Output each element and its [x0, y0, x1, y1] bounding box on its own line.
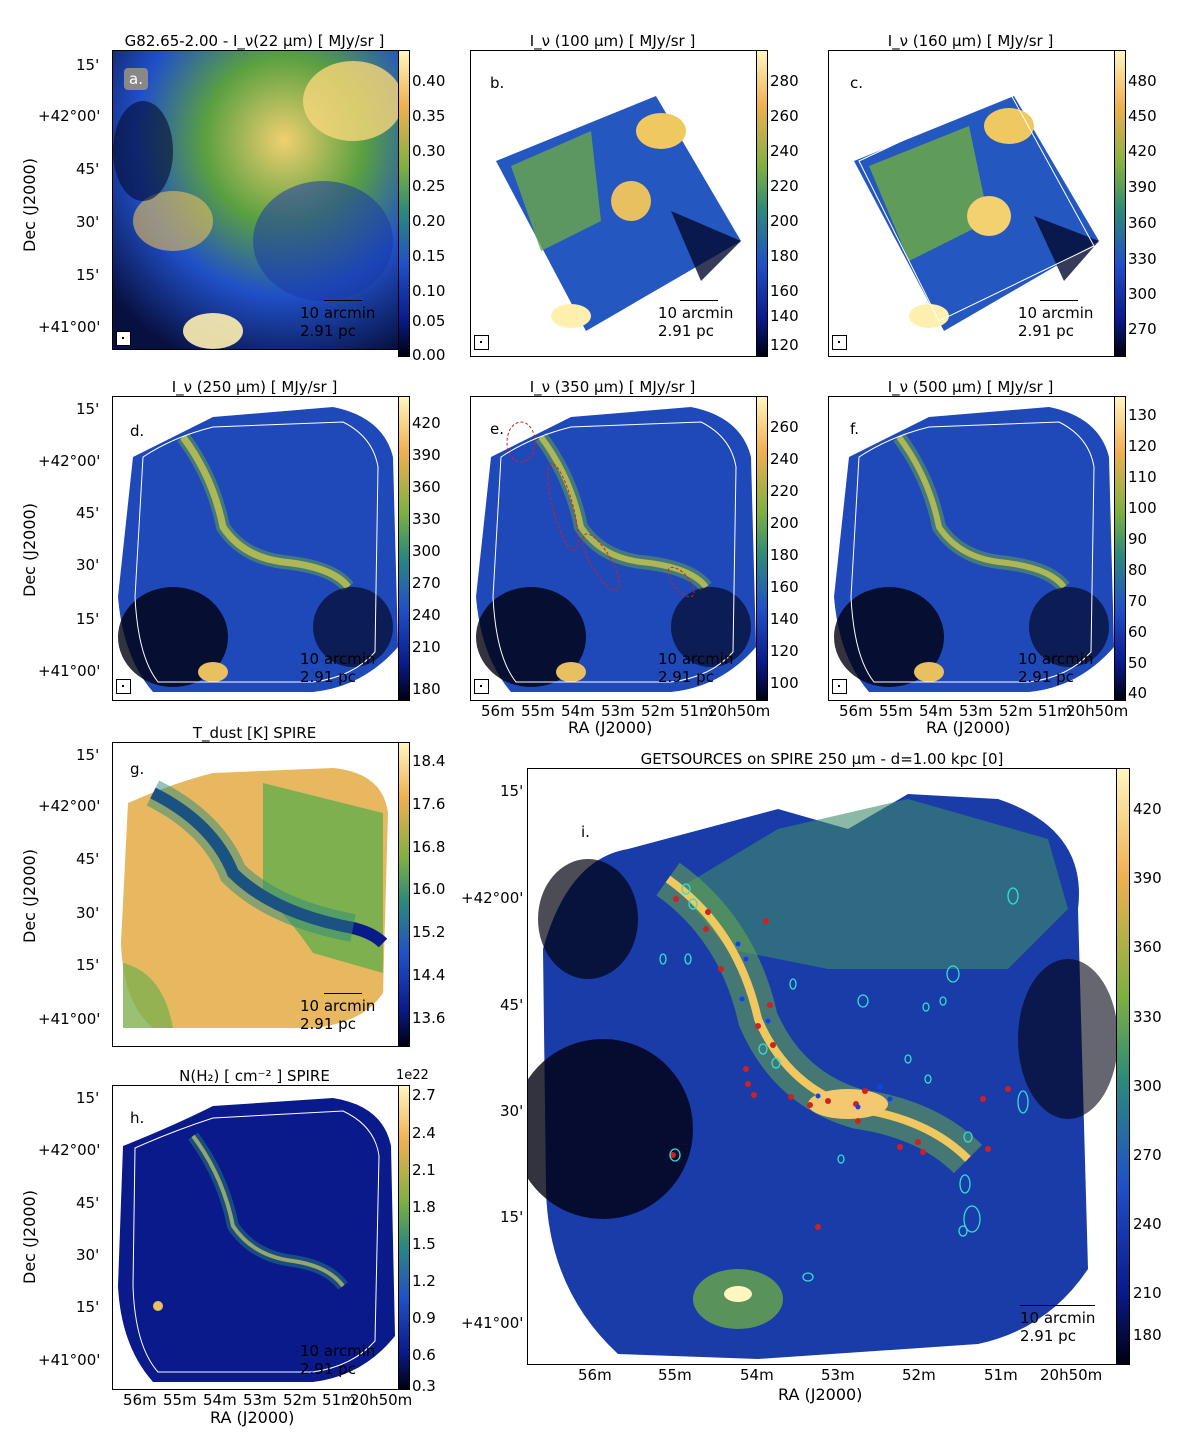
panel-f-scale-text: 10 arcmin 2.91 pc	[1018, 650, 1094, 686]
panel-i-scalebar	[1020, 1305, 1095, 1306]
panel-h-xlabel: RA (J2000)	[210, 1408, 295, 1427]
panel-b-scale-text: 10 arcmin 2.91 pc	[658, 304, 734, 340]
panel-a-ylabel: Dec (J2000)	[20, 158, 39, 252]
panel-h-colorbar	[398, 1085, 410, 1390]
panel-b-label: b.	[490, 74, 505, 92]
panel-d-beam	[116, 679, 131, 694]
panel-e-beam	[474, 679, 489, 694]
panel-c-label: c.	[850, 74, 864, 92]
panel-i-label: i.	[581, 823, 590, 841]
panel-a-label: a.	[124, 68, 148, 90]
panel-e-title: I_ν (350 μm) [ MJy/sr ]	[529, 378, 696, 396]
panel-h-map	[112, 1085, 399, 1390]
panel-a-scalebar	[324, 300, 362, 301]
panel-h-title: N(H₂) [ cm⁻² ] SPIRE	[179, 1067, 330, 1085]
panel-c-colorbar	[1114, 50, 1126, 357]
panel-g-title: T_dust [K] SPIRE	[192, 724, 317, 742]
panel-h-exponent: 1e22	[396, 1068, 429, 1083]
panel-f-xlabel: RA (J2000)	[926, 718, 1011, 737]
panel-f-beam	[832, 679, 847, 694]
panel-g-map	[112, 742, 399, 1047]
panel-g-ylabel: Dec (J2000)	[20, 849, 39, 943]
panel-e-xlabel: RA (J2000)	[568, 718, 653, 737]
panel-f-map	[828, 396, 1115, 701]
panel-i-colorbar	[1116, 768, 1130, 1365]
panel-g-colorbar	[398, 742, 410, 1047]
panel-i-scale-text: 10 arcmin 2.91 pc	[1020, 1309, 1096, 1345]
panel-f-label: f.	[850, 420, 859, 438]
panel-a-title: G82.65-2.00 - I_ν(22 μm) [ MJy/sr ]	[124, 32, 385, 50]
panel-a-beam	[116, 331, 131, 346]
panel-c-beam	[832, 335, 847, 350]
panel-f-colorbar	[1114, 396, 1126, 701]
panel-c-scale-text: 10 arcmin 2.91 pc	[1018, 304, 1094, 340]
panel-e-label: e.	[490, 420, 504, 438]
panel-a-map	[112, 50, 399, 350]
panel-d-ylabel: Dec (J2000)	[20, 503, 39, 597]
panel-a-colorbar	[398, 50, 410, 357]
panel-e-map	[470, 396, 757, 701]
panel-d-label: d.	[130, 422, 145, 440]
panel-d-scale-text: 10 arcmin 2.91 pc	[300, 650, 376, 686]
panel-h-ylabel: Dec (J2000)	[20, 1190, 39, 1284]
panel-h-scale-text: 10 arcmin 2.91 pc	[300, 1342, 376, 1378]
panel-g-scalebar	[324, 993, 362, 994]
panel-i-title: GETSOURCES on SPIRE 250 μm - d=1.00 kpc …	[640, 750, 1004, 768]
panel-g-label: g.	[130, 760, 145, 778]
panel-b-beam	[474, 335, 489, 350]
panel-b-title: I_ν (100 μm) [ MJy/sr ]	[529, 32, 696, 50]
panel-g-scale-text: 10 arcmin 2.91 pc	[300, 997, 376, 1033]
panel-f-title: I_ν (500 μm) [ MJy/sr ]	[887, 378, 1054, 396]
panel-c-title: I_ν (160 μm) [ MJy/sr ]	[887, 32, 1054, 50]
panel-i-map	[527, 768, 1117, 1365]
panel-e-scale-text: 10 arcmin 2.91 pc	[658, 650, 734, 686]
panel-a-scale-text: 10 arcmin 2.91 pc	[300, 304, 376, 340]
panel-c-map	[828, 50, 1115, 357]
panel-d-map	[112, 396, 399, 701]
panel-b-map	[470, 50, 757, 357]
panel-i-xlabel: RA (J2000)	[778, 1385, 863, 1404]
panel-c-scalebar	[1040, 300, 1078, 301]
panel-d-colorbar	[398, 396, 410, 701]
panel-h-label: h.	[130, 1109, 145, 1127]
panel-e-colorbar	[756, 396, 768, 701]
panel-b-colorbar	[756, 50, 768, 357]
panel-b-scalebar	[680, 300, 718, 301]
panel-d-title: I_ν (250 μm) [ MJy/sr ]	[171, 378, 338, 396]
